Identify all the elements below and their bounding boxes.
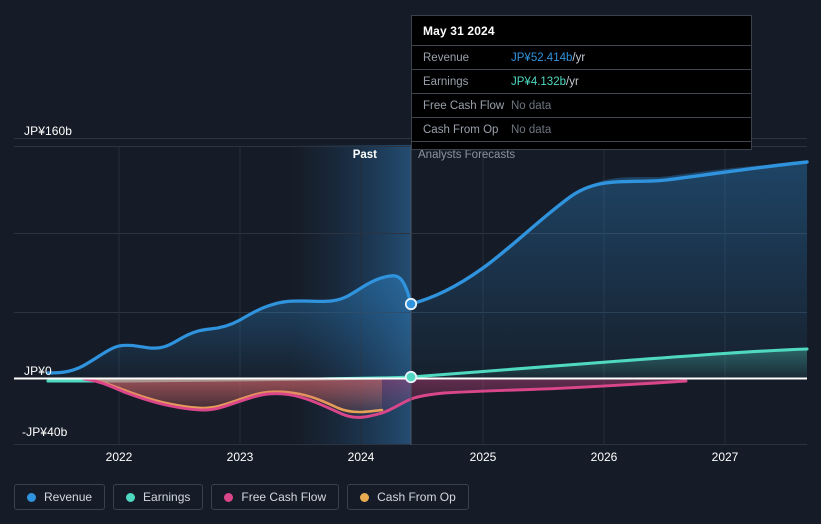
x-tick-2026: 2026 bbox=[590, 450, 618, 464]
x-tick-2024: 2024 bbox=[347, 450, 375, 464]
tooltip-row-earnings: Earnings JP¥4.132b/yr bbox=[412, 69, 751, 93]
earnings-marker bbox=[404, 370, 418, 384]
x-tick-2023: 2023 bbox=[226, 450, 254, 464]
tooltip-row-cash-from-op: Cash From Op No data bbox=[412, 117, 751, 141]
y-axis-label-zero: JP¥0 bbox=[24, 364, 52, 378]
gridlines bbox=[14, 138, 807, 445]
x-axis: 2022 2023 2024 2025 2026 2027 bbox=[0, 450, 821, 472]
past-band bbox=[292, 145, 411, 445]
y-axis-label-bottom: -JP¥40b bbox=[22, 425, 68, 439]
tooltip-amount-revenue: JP¥52.414b bbox=[511, 51, 573, 64]
datapoint-tooltip: May 31 2024 Revenue JP¥52.414b/yr Earnin… bbox=[411, 15, 752, 150]
chart-legend: Revenue Earnings Free Cash Flow Cash Fro… bbox=[14, 484, 469, 510]
past-label: Past bbox=[352, 149, 377, 161]
revenue-area bbox=[48, 275, 411, 378]
y-axis-label-top: JP¥160b bbox=[24, 124, 73, 138]
tooltip-value-earnings: JP¥4.132b/yr bbox=[511, 76, 579, 88]
tooltip-row-free-cash-flow: Free Cash Flow No data bbox=[412, 93, 751, 117]
legend-item-cash-from-op[interactable]: Cash From Op bbox=[347, 484, 469, 510]
revenue-color-dot-icon bbox=[27, 492, 36, 502]
legend-label-free-cash-flow: Free Cash Flow bbox=[241, 490, 327, 504]
free-cash-flow-color-dot-icon bbox=[224, 492, 234, 502]
tooltip-unit-earnings: /yr bbox=[566, 75, 579, 88]
revenue-line bbox=[46, 274, 413, 375]
tooltip-amount-earnings: JP¥4.132b bbox=[511, 75, 566, 88]
cash-from-op-area bbox=[84, 378, 382, 412]
tooltip-label-revenue: Revenue bbox=[423, 51, 470, 64]
earnings-line bbox=[46, 347, 809, 383]
revenue-line-forecast bbox=[409, 160, 809, 306]
tooltip-value-revenue: JP¥52.414b/yr bbox=[511, 52, 585, 64]
tooltip-label-earnings: Earnings bbox=[423, 75, 469, 88]
tooltip-value-cash-from-op: No data bbox=[511, 123, 552, 136]
vertical-gridlines bbox=[118, 146, 726, 445]
analysts-forecasts-label: Analysts Forecasts bbox=[418, 149, 516, 161]
x-tick-2025: 2025 bbox=[469, 450, 497, 464]
revenue-area-forecast bbox=[411, 162, 807, 378]
tooltip-row-revenue: Revenue JP¥52.414b/yr bbox=[412, 45, 751, 69]
tooltip-value-free-cash-flow: No data bbox=[511, 99, 552, 112]
tooltip-label-cash-from-op: Cash From Op bbox=[423, 123, 499, 136]
revenue-marker bbox=[404, 297, 418, 311]
x-tick-2022: 2022 bbox=[105, 450, 133, 464]
legend-item-free-cash-flow[interactable]: Free Cash Flow bbox=[211, 484, 340, 510]
x-tick-2027: 2027 bbox=[711, 450, 739, 464]
free-cash-flow-line bbox=[82, 377, 688, 419]
legend-label-revenue: Revenue bbox=[44, 490, 93, 504]
tooltip-unit-revenue: /yr bbox=[572, 51, 586, 64]
tooltip-date: May 31 2024 bbox=[423, 24, 495, 38]
cash-from-op-color-dot-icon bbox=[360, 492, 370, 502]
legend-label-cash-from-op: Cash From Op bbox=[377, 490, 456, 504]
tooltip-label-free-cash-flow: Free Cash Flow bbox=[423, 99, 505, 112]
tooltip-footer-divider bbox=[412, 141, 751, 149]
legend-item-revenue[interactable]: Revenue bbox=[14, 484, 106, 510]
earnings-area bbox=[48, 350, 807, 381]
legend-item-earnings[interactable]: Earnings bbox=[113, 484, 204, 510]
cash-from-op-line bbox=[82, 377, 384, 414]
legend-label-earnings: Earnings bbox=[143, 490, 191, 504]
earnings-color-dot-icon bbox=[126, 492, 136, 502]
free-cash-flow-area bbox=[84, 378, 686, 418]
